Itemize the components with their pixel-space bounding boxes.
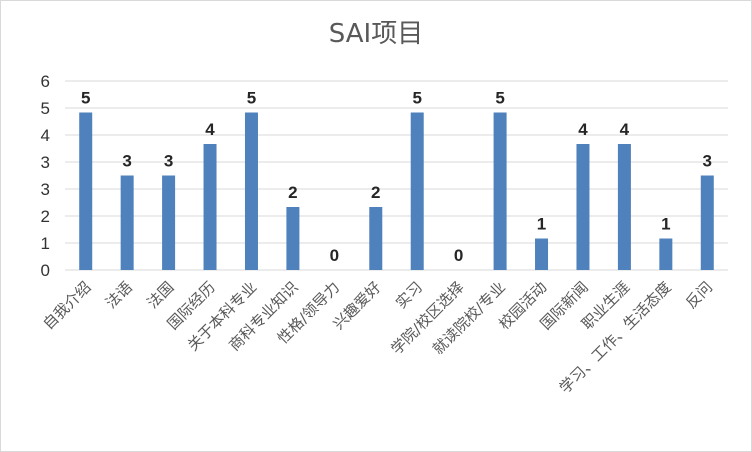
y-axis-ticks: 0 1 2 3 3 4 5 6: [41, 72, 50, 280]
bar: [659, 238, 673, 270]
bar: [493, 112, 507, 270]
bar: [286, 207, 300, 270]
y-tick-label: 5: [41, 99, 50, 118]
y-tick-label: 0: [41, 261, 50, 280]
data-label: 2: [371, 183, 380, 202]
bar: [369, 207, 383, 270]
data-label: 5: [412, 89, 421, 108]
x-tick-label: 反问: [682, 278, 716, 312]
data-label: 2: [288, 183, 297, 202]
bars: [79, 112, 714, 270]
bar: [535, 238, 549, 270]
data-label: 3: [703, 152, 712, 171]
data-label: 1: [537, 215, 546, 234]
y-tick-label: 3: [41, 180, 50, 199]
y-tick-label: 3: [41, 153, 50, 172]
data-label: 3: [164, 152, 173, 171]
x-tick-label: 自我介绍: [39, 278, 94, 333]
bar: [120, 175, 134, 270]
bar: [203, 144, 217, 270]
bar: [700, 175, 714, 270]
data-label: 4: [578, 120, 588, 139]
bar: [576, 144, 590, 270]
data-labels: 5 3 3 4 5 2 0 2 5 0 5 1 4 4 1 3: [81, 89, 712, 266]
bar: [410, 112, 424, 270]
y-tick-label: 2: [41, 207, 50, 226]
data-label: 4: [205, 120, 215, 139]
y-tick-label: 4: [41, 126, 50, 145]
data-label: 4: [620, 120, 630, 139]
bar: [79, 112, 93, 270]
y-tick-label: 6: [41, 72, 50, 91]
data-label: 0: [454, 246, 463, 265]
data-label: 0: [330, 246, 339, 265]
bar: [162, 175, 176, 270]
chart-title: SAI项目: [329, 19, 423, 49]
gridlines: [65, 80, 728, 271]
data-label: 5: [247, 89, 256, 108]
data-label: 3: [122, 152, 131, 171]
y-tick-label: 1: [41, 234, 50, 253]
x-tick-label: 法语: [102, 278, 136, 312]
bar: [617, 144, 631, 270]
bar: [244, 112, 258, 270]
x-tick-label: 实习: [392, 278, 426, 312]
data-label: 1: [661, 215, 670, 234]
data-label: 5: [495, 89, 504, 108]
x-tick-label: 法国: [143, 278, 177, 312]
data-label: 5: [81, 89, 90, 108]
